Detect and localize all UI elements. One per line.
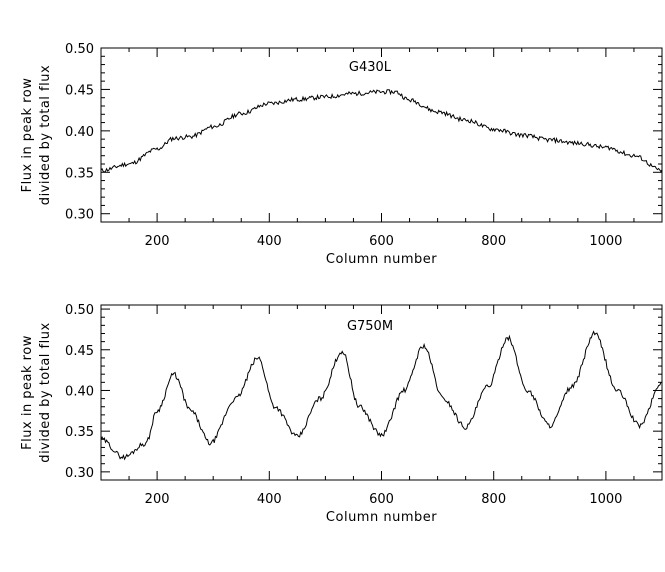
- y-tick-label: 0.50: [65, 303, 94, 318]
- x-tick-label: 200: [145, 492, 170, 507]
- y-tick-label: 0.40: [65, 125, 94, 140]
- x-tick-label: 800: [481, 492, 506, 507]
- x-tick-label: 400: [257, 234, 282, 249]
- x-tick-label: 600: [369, 492, 394, 507]
- chart-panel-2: 200 400 600 800 1000 0.30 0.35 0.40 0.45 0.50 Colu…: [20, 303, 663, 525]
- x-axis-label: Column number: [326, 252, 437, 267]
- x-tick-label: 1000: [589, 234, 622, 249]
- data-series-line: [100, 330, 663, 461]
- y-tick-label: 0.35: [65, 425, 94, 440]
- y-tick-label: 0.50: [65, 42, 94, 57]
- data-series-line: [100, 89, 663, 173]
- x-tick-label: 1000: [589, 492, 622, 507]
- x-tick-label: 600: [369, 234, 394, 249]
- x-tick-label: 200: [145, 234, 170, 249]
- chart-panel-1: 200 400 600 800 1000 0.30 0.35 0.40 0.45 0.50 Colu…: [20, 42, 663, 267]
- y-tick-label: 0.30: [65, 466, 94, 481]
- panel-annotation: G750M: [347, 319, 393, 334]
- y-axis-label-line1: Flux in peak row: [20, 335, 35, 450]
- x-axis-label: Column number: [326, 510, 437, 525]
- y-axis-label-line2: divided by total flux: [38, 65, 53, 205]
- y-tick-label: 0.45: [65, 83, 94, 98]
- y-axis-label-line2: divided by total flux: [38, 322, 53, 462]
- y-tick-label: 0.45: [65, 344, 94, 359]
- panel-annotation: G430L: [349, 60, 392, 75]
- y-tick-label: 0.40: [65, 384, 94, 399]
- x-tick-label: 800: [481, 234, 506, 249]
- y-axis-label-line1: Flux in peak row: [20, 78, 35, 193]
- y-tick-label: 0.30: [65, 208, 94, 223]
- y-tick-label: 0.35: [65, 166, 94, 181]
- x-tick-label: 400: [257, 492, 282, 507]
